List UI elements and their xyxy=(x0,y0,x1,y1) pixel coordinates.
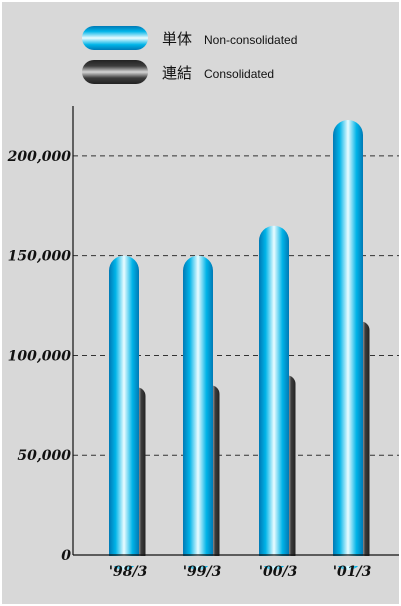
x-tick-label: '98/3 xyxy=(109,564,148,580)
y-tick-label: 150,000 xyxy=(8,249,72,265)
bars xyxy=(109,119,370,571)
bar-non-consolidated xyxy=(333,119,363,571)
baseline-cover xyxy=(73,556,399,566)
x-tick-label: '00/3 xyxy=(259,564,298,580)
axes xyxy=(72,106,399,566)
y-tick-label: 200,000 xyxy=(7,149,72,165)
legend-label-non-consolidated-jp: 単体 xyxy=(162,30,192,48)
legend-label-consolidated-en: Consolidated xyxy=(204,67,274,81)
y-tick-label: 50,000 xyxy=(17,448,71,464)
bar-non-consolidated xyxy=(259,225,289,570)
legend-label-consolidated-jp: 連結 xyxy=(162,64,192,82)
tick-labels: 0 50,000 100,000 150,000 200,000 '98/3 '99/3 '0… xyxy=(7,149,372,580)
x-tick-label: '99/3 xyxy=(183,564,222,580)
legend-swatch-consolidated xyxy=(82,60,148,84)
bar-non-consolidated xyxy=(183,255,213,570)
y-tick-label: 100,000 xyxy=(8,348,72,364)
legend-label-non-consolidated-en: Non-consolidated xyxy=(204,33,297,47)
legend: 単体 Non-consolidated 連結 Consolidated xyxy=(82,26,297,84)
legend-swatch-non-consolidated xyxy=(82,26,148,50)
y-tick-label: 0 xyxy=(61,548,71,564)
x-tick-label: '01/3 xyxy=(333,564,372,580)
bar-non-consolidated xyxy=(109,255,139,570)
